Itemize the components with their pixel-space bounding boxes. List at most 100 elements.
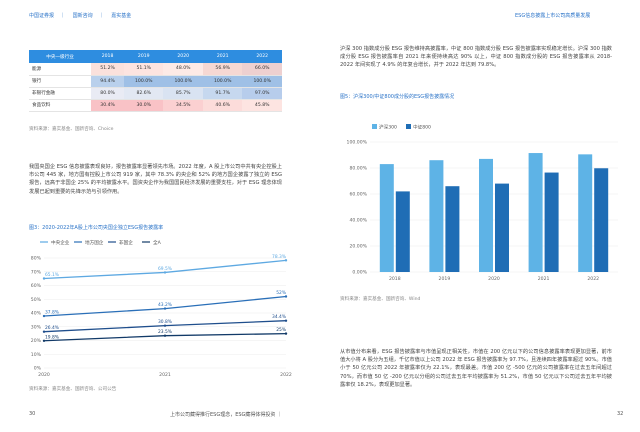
legend-swatch [406,124,411,129]
line-chart: 0% 10% 20% 30% 40% 50% 60% 70% 80% 2020 2021 2022 中央… [31,239,292,378]
header-org-2: 国新咨询 [72,13,93,19]
y-tick-label: 30% [31,324,42,330]
x-tick-label: 2020 [38,372,50,378]
figure5-source: 资料来源：嘉实基金、国新咨询、Wind [340,297,421,302]
table-header: 2020 [163,50,203,63]
x-tick-label: 2021 [538,276,550,282]
table-cell: 45.8% [242,99,282,112]
y-tick-label: 20.00% [349,244,367,250]
industry-disclosure-table: 中央一级行业 2018 2019 2020 2021 2022 能源 51.2% 5… [29,50,282,112]
data-point [163,307,167,310]
data-point [163,334,167,337]
data-label: 52% [276,290,286,296]
data-point [163,324,167,327]
legend-label: 非国企 [119,239,133,246]
y-tick-label: 50% [31,297,42,303]
data-point [42,330,46,333]
y-tick-label: 10% [31,352,42,358]
left-page: 中国证券报｜ 国新咨询｜ 嘉实基金 中央一级行业 2018 2019 2020 … [29,13,292,418]
table-cell: 48.0% [163,63,203,76]
left-paragraph: 我国央国企 ESG 信息披露表现良好，报告披露率显著领先市场。2022 年度，A… [29,164,282,195]
table-cell: 40.6% [202,99,243,112]
data-label: 34.4% [272,314,286,320]
y-tick-label: 100.00% [347,140,368,146]
legend-label: 中央企业 [51,239,70,246]
row-label: 食品饮料 [29,99,92,112]
data-label: 65.1% [45,272,59,278]
bar [479,158,493,272]
y-tick-label: 40% [31,311,42,317]
table-header: 2022 [242,50,282,63]
table-cell: 97.0% [242,87,282,100]
legend-label: 中证800 [413,124,431,131]
y-tick-label: 70% [31,269,42,275]
left-header: 中国证券报｜ 国新咨询｜ 嘉实基金 [29,13,132,19]
x-tick-label: 2022 [280,372,292,378]
header-org-3: 嘉实基金 [111,13,132,19]
y-tick-label: 60% [31,283,42,289]
table-cell: 34.5% [163,99,203,112]
table-header: 2021 [202,50,243,63]
x-tick-label: 2019 [439,276,451,282]
data-label: 43.2% [158,302,172,308]
data-label: 78.3% [272,254,286,260]
data-label: 25% [276,327,286,333]
data-point [163,271,167,274]
table-header: 2018 [91,50,124,63]
legend-swatch [372,124,377,129]
table-cell: 51.2% [91,63,124,76]
x-tick-label: 2020 [488,276,500,282]
right-page: ESG信息披露上市公司高质量发展 沪深 300 指数成分股 ESG 报告维持高披… [320,0,640,432]
y-tick-label: 80.00% [349,166,367,172]
legend-label: 全A [153,239,162,246]
table-cell: 100.0% [202,75,243,88]
table-cell: 100.0% [242,75,282,88]
data-point [42,277,46,280]
data-label: 23.5% [158,329,172,335]
left-page-number: 30 [29,411,36,417]
table-cell: 66.0% [242,63,282,76]
data-label: 30.8% [158,319,172,325]
data-label: 37.8% [45,310,59,316]
table-cell: 30.4% [91,99,124,112]
row-label: 银行 [29,75,92,88]
table-header-row: 中央一级行业 2018 2019 2020 2021 2022 [29,50,282,63]
data-point [284,332,288,335]
y-tick-label: 80% [31,256,42,262]
bar [544,172,559,272]
x-tick-label: 2018 [389,276,401,282]
bar-chart: 0.00% 20.00% 40.00% 60.00% 80.00% 100.00% 沪深30… [347,124,618,282]
table-cell: 56.9% [202,63,243,76]
figure3-title: 图3：2020-2022年A股上市公司央国企独立ESG报告披露率 [29,225,164,231]
data-point [284,295,288,298]
table-header: 中央一级行业 [29,50,92,63]
figure5-title: 图5：沪深300/中证800成分股的ESG报告披露情况 [340,94,455,100]
table-row: 能源 51.2% 51.1% 48.0% 56.9% 66.0% [29,63,282,76]
bar [594,168,609,272]
table-cell: 51.1% [124,63,164,76]
table-cell: 94.4% [91,75,124,88]
table-row: 银行 94.4% 100.0% 100.0% 100.0% 100.0% [29,75,282,88]
table-row: 非银行金融 80.0% 82.6% 85.7% 91.7% 97.0% [29,87,282,100]
bar [429,160,444,272]
table-cell: 82.6% [124,87,164,100]
data-point [284,259,288,262]
data-label: 19.8% [45,334,59,340]
bar [395,191,410,272]
right-paragraph-top: 沪深 300 指数成分股 ESG 报告维持高披露率，中证 800 指数成分股 E… [340,46,612,69]
table-cell: 30.0% [124,99,164,112]
y-tick-label: 60.00% [349,192,367,198]
header-org-1: 中国证券报 [29,13,55,19]
y-tick-label: 0% [34,366,42,372]
y-tick-label: 40.00% [349,218,367,224]
table-cell: 100.0% [163,75,203,88]
right-paragraph-bottom: 从市值分布来看，ESG 报告披露率与市值呈现正相关性，市值在 200 亿元以下的… [340,349,612,388]
row-label: 能源 [29,63,92,76]
data-point [42,314,46,318]
table-cell: 100.0% [124,75,164,88]
bar [528,153,543,272]
data-point [284,319,288,322]
table-cell: 91.7% [202,87,243,100]
table-row: 食品饮料 30.4% 30.0% 34.5% 40.6% 45.8% [29,99,282,112]
bar [445,186,460,272]
